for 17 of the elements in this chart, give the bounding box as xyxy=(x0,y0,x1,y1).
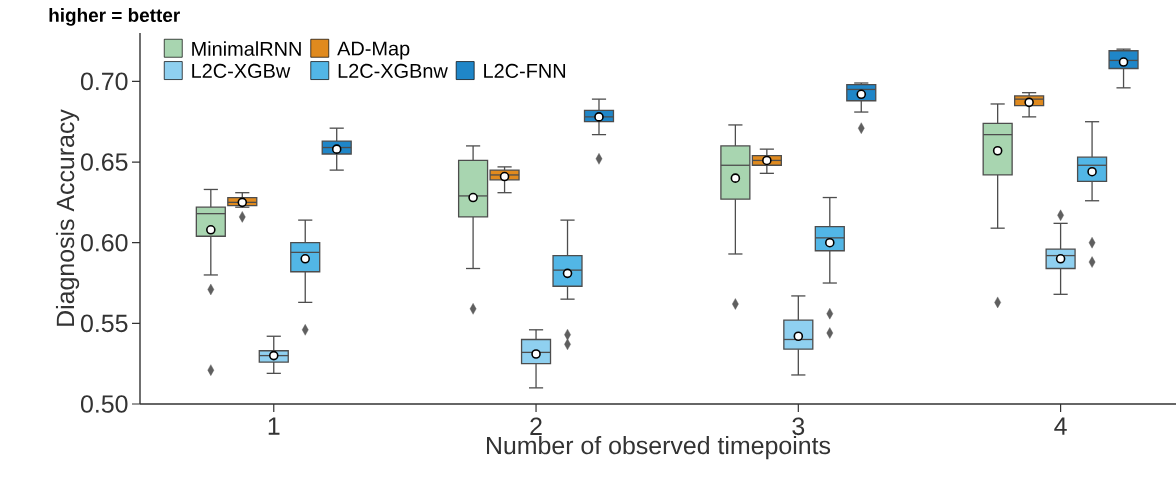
y-tick-label: 0.70 xyxy=(80,72,128,91)
x-tick-label: 2 xyxy=(530,417,542,435)
legend-label: L2C-FNN xyxy=(484,63,566,78)
y-tick-label: 0.60 xyxy=(80,233,128,252)
y-axis-title: Diagnosis Accuracy xyxy=(55,109,80,326)
x-tick-label: 1 xyxy=(268,417,280,435)
chart-title: higher = better xyxy=(49,8,180,26)
x-axis-title: Number of observed timepoints xyxy=(487,436,831,460)
y-tick-label: 0.65 xyxy=(80,153,128,171)
x-tick-label: 3 xyxy=(792,417,805,436)
y-tick-label: 0.50 xyxy=(80,395,128,413)
legend-label: MinimalRNN xyxy=(192,41,301,56)
y-tick-label: 0.55 xyxy=(80,314,128,333)
legend-label: L2C-XGBw xyxy=(192,63,291,78)
legend-label: AD-Map xyxy=(337,41,410,60)
legend-label: L2C-XGBnw xyxy=(338,63,448,78)
x-tick-label: 4 xyxy=(1054,417,1067,435)
